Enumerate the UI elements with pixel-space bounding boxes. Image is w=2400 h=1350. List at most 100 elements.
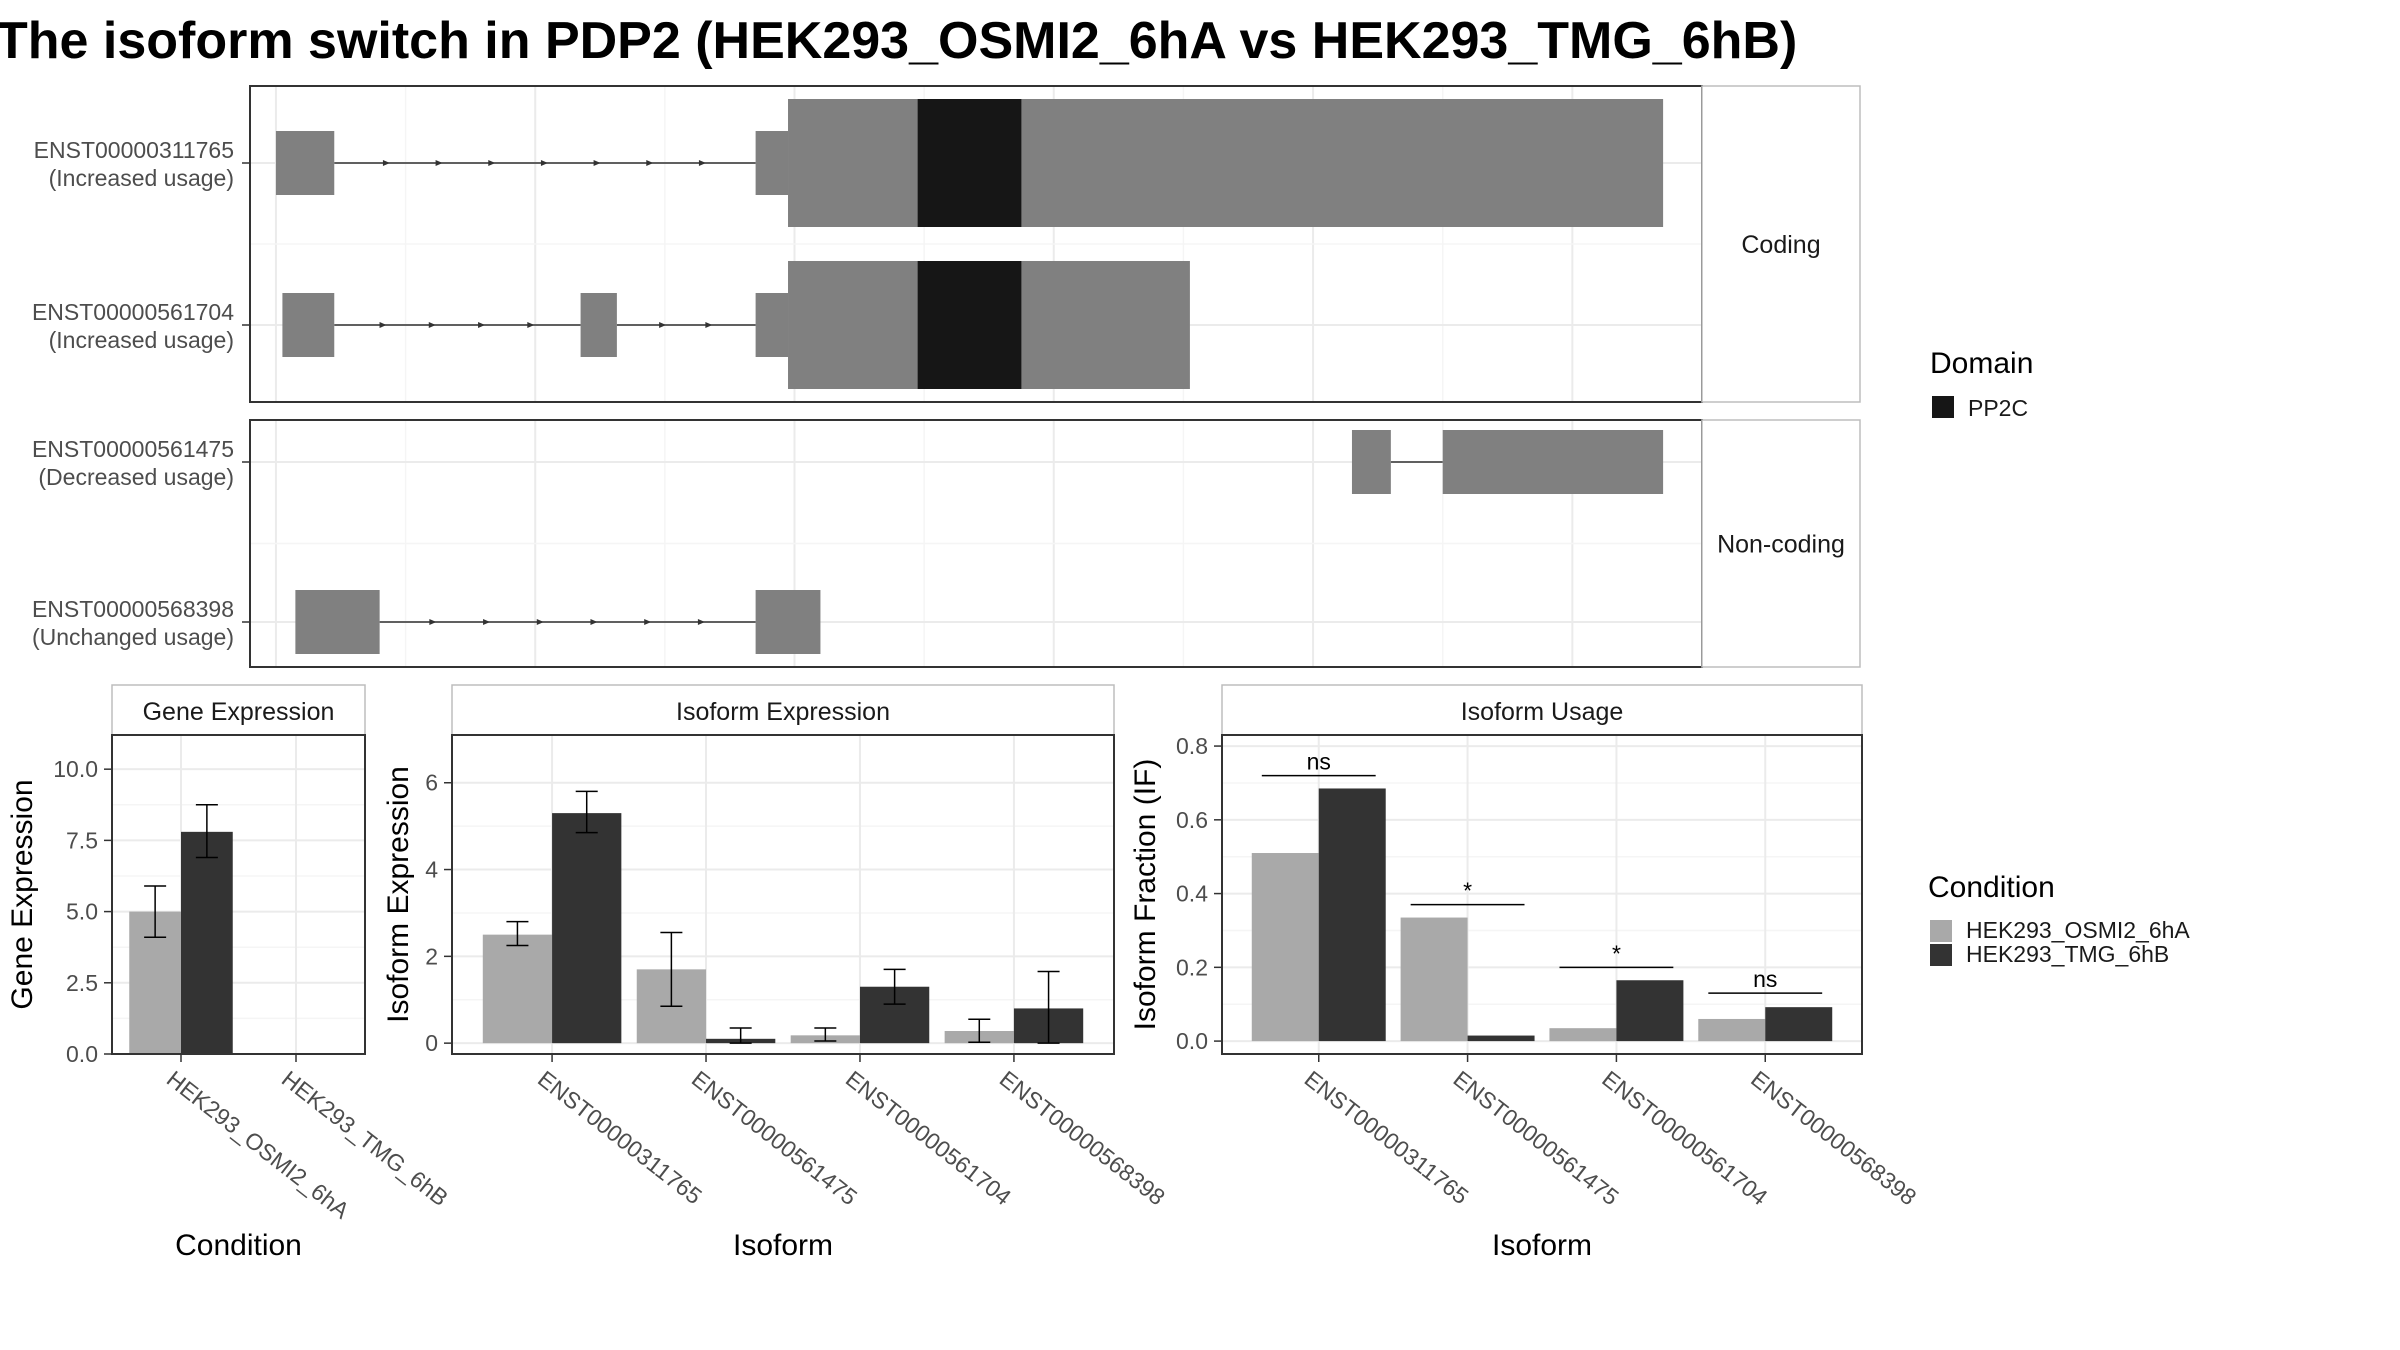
- intron-arrow: [705, 322, 713, 328]
- intron-arrow: [382, 160, 390, 166]
- structure-strip-label: Non-coding: [1717, 531, 1845, 559]
- transcript-usage-label: (Decreased usage): [38, 464, 234, 490]
- y-tick-label: 0.8: [1176, 733, 1208, 759]
- significance-label: ns: [1307, 749, 1331, 775]
- structure-strip-label: Coding: [1741, 231, 1820, 259]
- intron-arrow: [379, 322, 387, 328]
- noncoding-exon: [755, 131, 789, 195]
- noncoding-exon: [282, 293, 335, 357]
- panel-strip-label: Isoform Expression: [676, 698, 890, 726]
- significance-label: ns: [1753, 966, 1777, 992]
- intron-arrow: [697, 619, 705, 625]
- y-tick-label: 0.0: [1176, 1028, 1208, 1054]
- legend-domain-label: PP2C: [1968, 395, 2028, 421]
- isoform-structure-panel: ENST00000311765(Increased usage)ENST0000…: [32, 85, 1861, 668]
- y-tick-label: 0.2: [1176, 954, 1208, 980]
- intron-arrow: [646, 160, 654, 166]
- y-tick-label: 0: [425, 1030, 438, 1056]
- y-tick-label: 5.0: [66, 899, 98, 925]
- x-tick-label: ENST00000561704: [841, 1065, 1016, 1210]
- y-tick-label: 2: [425, 943, 438, 969]
- x-tick-label: ENST00000561475: [687, 1065, 862, 1210]
- noncoding-exon: [1351, 430, 1391, 494]
- panel-strip-label: Isoform Usage: [1461, 698, 1624, 726]
- significance-label: *: [1612, 940, 1621, 966]
- bar: [1698, 1018, 1766, 1042]
- transcript-usage-label: (Increased usage): [49, 327, 234, 353]
- noncoding-exon: [295, 590, 380, 654]
- bar: [181, 831, 233, 1054]
- x-tick-label: ENST00000311765: [1300, 1065, 1474, 1209]
- x-axis-title: Isoform: [733, 1229, 833, 1262]
- x-tick-label: ENST00000568398: [995, 1065, 1170, 1210]
- y-tick-label: 7.5: [66, 827, 98, 853]
- panel-strip-label: Gene Expression: [143, 698, 335, 726]
- isoform-expression-panel: Isoform Expression0246ENST00000311765ENS…: [382, 684, 1170, 1262]
- intron-arrow: [488, 160, 496, 166]
- panel-border: [1221, 734, 1863, 1055]
- legend-condition-swatch: [1930, 920, 1952, 942]
- structure-strip: [1701, 419, 1861, 668]
- noncoding-exon: [755, 293, 789, 357]
- noncoding-exon: [755, 590, 821, 654]
- intron-arrow: [429, 619, 437, 625]
- x-tick-label: HEK293_OSMI2_6hA: [162, 1065, 355, 1224]
- panel-strip: [451, 684, 1115, 736]
- legends: Domain PP2C Condition HEK293_OSMI2_6hAHEK29…: [1928, 347, 2190, 967]
- domain-pp2c: [917, 99, 1022, 227]
- noncoding-exon: [1442, 430, 1664, 494]
- legend-condition-swatch: [1930, 944, 1952, 966]
- intron-arrow: [428, 322, 436, 328]
- intron-arrow: [593, 160, 601, 166]
- bar: [1765, 1007, 1833, 1042]
- y-axis-title: Isoform Fraction (IF): [1129, 759, 1162, 1031]
- y-tick-label: 2.5: [66, 970, 98, 996]
- legend-domain-swatch: [1932, 396, 1954, 418]
- bar: [482, 934, 553, 1044]
- intron-arrow: [435, 160, 443, 166]
- bar: [1251, 853, 1319, 1042]
- transcript-usage-label: (Unchanged usage): [32, 624, 234, 650]
- y-tick-label: 0.6: [1176, 807, 1208, 833]
- significance-label: *: [1463, 878, 1472, 904]
- intron-arrow: [659, 322, 667, 328]
- bar: [1467, 1035, 1535, 1042]
- panel-border: [111, 734, 366, 1055]
- legend-condition-label: HEK293_TMG_6hB: [1966, 941, 2169, 967]
- figure-title: The isoform switch in PDP2 (HEK293_OSMI2…: [0, 12, 1797, 70]
- bar: [1549, 1028, 1617, 1042]
- x-axis-title: Condition: [175, 1229, 302, 1262]
- intron-arrow: [478, 322, 486, 328]
- isoform-usage-panel: Isoform Usage 0.0 0.2 0.4 0.6 0.8 ns * * ns ENST00…: [1129, 684, 1921, 1262]
- y-tick-label: 0.4: [1176, 881, 1208, 907]
- y-axis-title: Isoform Expression: [382, 766, 415, 1023]
- x-tick-label: ENST00000311765: [533, 1065, 707, 1209]
- bar: [552, 813, 622, 1044]
- panel-border: [451, 734, 1115, 1055]
- y-tick-label: 10.0: [53, 756, 98, 782]
- intron-arrow: [540, 160, 548, 166]
- legend-domain-title: Domain: [1930, 347, 2033, 380]
- intron-arrow: [536, 619, 544, 625]
- y-axis-title: Gene Expression: [6, 779, 39, 1009]
- y-tick-label: 4: [425, 857, 438, 883]
- intron-arrow: [590, 619, 598, 625]
- transcript-id-label: ENST00000561704: [32, 299, 234, 325]
- intron-arrow: [527, 322, 535, 328]
- bar: [1318, 788, 1386, 1042]
- noncoding-exon: [275, 131, 335, 195]
- x-axis-title: Isoform: [1492, 1229, 1592, 1262]
- bar: [1616, 980, 1684, 1042]
- x-tick-label: ENST00000561475: [1449, 1065, 1624, 1210]
- bar: [1400, 917, 1468, 1042]
- transcript-id-label: ENST00000568398: [32, 596, 234, 622]
- intron-arrow: [698, 160, 706, 166]
- y-tick-label: 0.0: [66, 1041, 98, 1067]
- noncoding-exon: [580, 293, 617, 357]
- transcript-usage-label: (Increased usage): [49, 165, 234, 191]
- panel-strip: [1221, 684, 1863, 736]
- structure-strip: [1701, 85, 1861, 403]
- transcript-id-label: ENST00000311765: [34, 137, 234, 163]
- domain-pp2c: [917, 261, 1022, 389]
